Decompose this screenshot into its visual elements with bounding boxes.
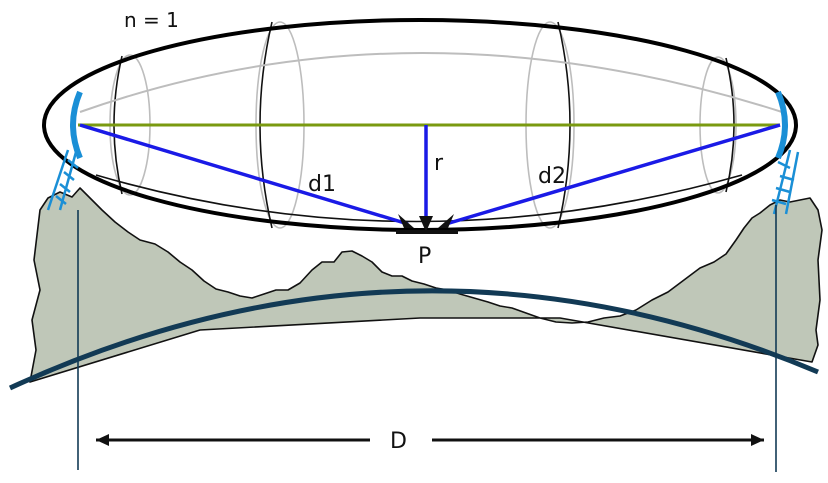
terrain [29, 187, 823, 383]
arrowhead-r [419, 216, 433, 232]
earth-curve [8, 288, 819, 391]
right-antenna [771, 90, 800, 215]
right-mast [771, 149, 800, 215]
label-n: n = 1 [124, 8, 179, 32]
label-r: r [434, 151, 444, 176]
ray-d2 [445, 123, 781, 226]
ray-d1 [79, 123, 409, 226]
arrowhead-d1 [398, 214, 414, 228]
left-antenna [46, 90, 83, 211]
label-d2: d2 [538, 164, 566, 189]
label-p: P [418, 244, 431, 269]
right-dish [775, 90, 788, 160]
label-d: D [390, 429, 407, 454]
arrowhead-d2 [438, 214, 454, 228]
label-d1: d1 [308, 172, 336, 197]
inner-ellipse-top [79, 52, 783, 113]
left-mast [46, 149, 79, 211]
left-dish [70, 90, 83, 160]
inner-ellipse-bottom [95, 174, 743, 223]
